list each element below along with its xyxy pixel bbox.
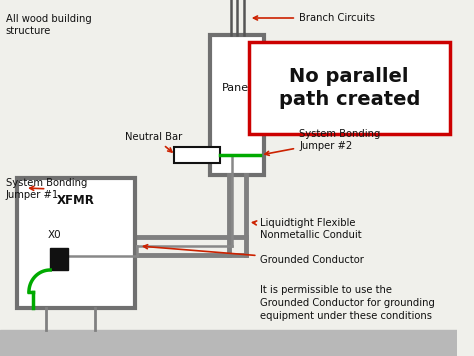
Bar	[18, 178, 135, 308]
Text: XFMR: XFMR	[57, 194, 95, 206]
Text: Panel: Panel	[222, 83, 253, 93]
Text: Neutral Bar: Neutral Bar	[126, 132, 182, 152]
Text: System Bonding
Jumper #2: System Bonding Jumper #2	[265, 129, 381, 155]
Text: Branch Circuits: Branch Circuits	[254, 13, 375, 23]
Text: Grounded Conductor: Grounded Conductor	[144, 245, 365, 265]
Bar	[173, 147, 220, 163]
Bar	[210, 35, 264, 175]
Bar	[0, 330, 457, 356]
Bar	[249, 42, 449, 134]
Text: X0: X0	[47, 230, 61, 240]
Text: System Bonding
Jumper #1: System Bonding Jumper #1	[6, 178, 87, 200]
Text: No parallel
path created: No parallel path created	[279, 67, 420, 109]
Text: It is permissible to use the
Grounded Conductor for grounding
equipment under th: It is permissible to use the Grounded Co…	[260, 285, 435, 321]
Bar	[50, 248, 67, 270]
Text: All wood building
structure: All wood building structure	[6, 14, 91, 36]
Text: Liquidtight Flexible
Nonmetallic Conduit: Liquidtight Flexible Nonmetallic Conduit	[253, 218, 362, 240]
